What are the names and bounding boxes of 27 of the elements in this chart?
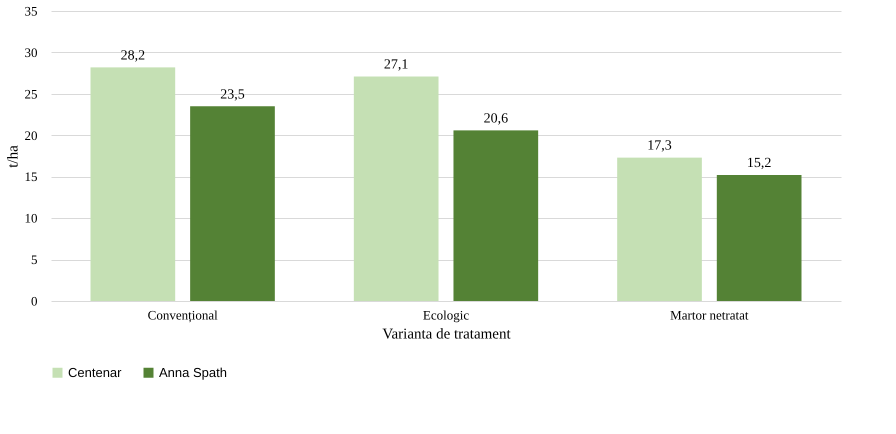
bar [190,106,275,301]
bar [617,158,702,301]
x-tick-label: Ecologic [422,308,470,322]
y-tick-label: 25 [24,86,38,102]
x-tick-label: Martor netratat [670,308,749,322]
data-label: 20,6 [484,111,508,126]
bar [716,175,802,301]
data-label: 28,2 [120,48,146,64]
bar [453,130,538,301]
legend-label: Centenar [68,364,122,380]
data-label: 27,1 [384,57,408,72]
y-tick-label: 15 [24,169,38,184]
y-tick-label: 20 [24,128,38,143]
data-label: 17,3 [647,138,672,154]
y-tick-label: 35 [24,4,38,18]
bar [354,76,439,301]
data-label: 15,2 [746,156,772,172]
x-tick-label: Convențional [148,308,218,322]
y-axis-title: t/ha [6,144,22,168]
bar [90,67,176,301]
x-axis-title: Varianta de tratament [382,326,512,342]
data-label: 23,5 [220,87,245,102]
y-tick-label: 5 [31,252,38,268]
y-tick-label: 0 [31,294,38,308]
y-tick-label: 30 [24,44,38,60]
legend-label: Anna Spath [159,364,227,380]
y-tick-label: 10 [24,210,38,226]
